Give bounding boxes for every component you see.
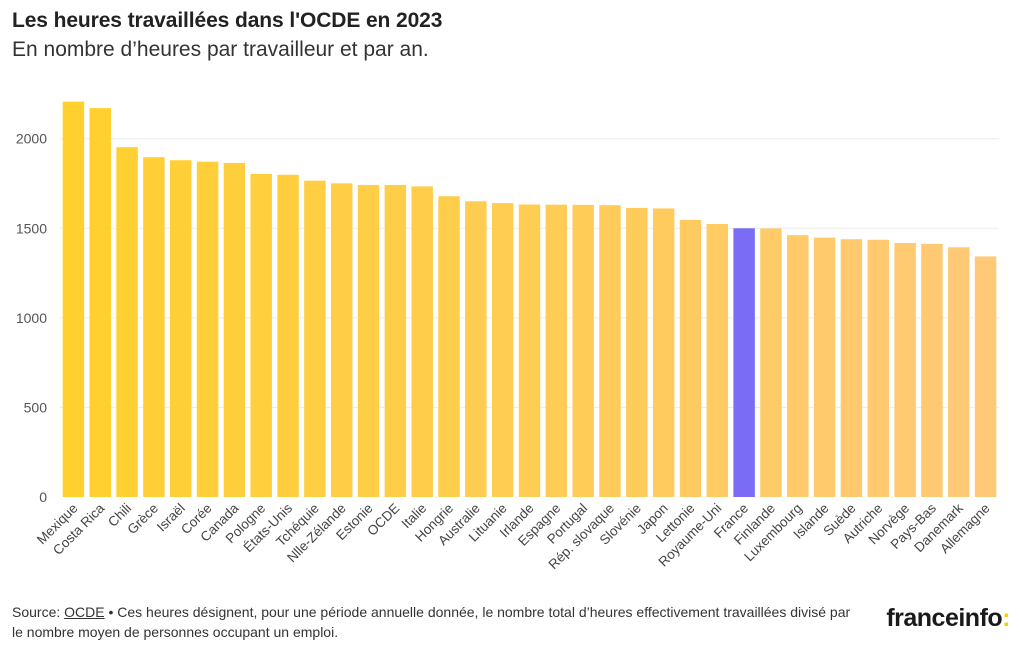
bar-italie — [411, 186, 433, 498]
x-label-grece: Grèce — [124, 501, 161, 538]
bar-hongrie — [438, 196, 460, 498]
bar-coree — [196, 161, 219, 497]
bar-royaume-uni — [706, 224, 729, 497]
y-axis-ticks: 0 500 1000 1500 2000 — [16, 131, 47, 505]
bar-slovenie — [626, 207, 648, 497]
bar-estonie — [357, 184, 380, 498]
y-tick-label-1000: 1000 — [16, 310, 47, 326]
bar-lituanie — [491, 203, 514, 498]
bar-autriche — [867, 239, 890, 498]
source-link[interactable]: OCDE — [64, 604, 105, 620]
bar-luxembourg — [787, 235, 809, 497]
y-tick-label-2000: 2000 — [16, 131, 47, 147]
bar-pologne — [250, 174, 272, 497]
bar-finlande — [760, 228, 782, 498]
bar-norvege — [894, 242, 916, 497]
bar-islande — [813, 237, 836, 497]
bar-nlle-zelande — [330, 183, 353, 498]
bar-france — [733, 228, 755, 497]
bar-chili — [116, 147, 138, 497]
bar-ocde — [384, 184, 407, 498]
footer-note: Source: OCDE • Ces heures désignent, pou… — [12, 602, 862, 642]
bar-costa-rica — [89, 108, 111, 498]
y-tick-label-0: 0 — [39, 489, 47, 505]
source-description: • Ces heures désignent, pour une période… — [12, 604, 851, 640]
bar-pays-bas — [921, 243, 943, 497]
chart-subtitle: En nombre d’heures par travailleur et pa… — [12, 38, 429, 61]
bar-portugal — [572, 204, 594, 497]
bar-tchequie — [304, 180, 326, 498]
bar-israel — [169, 160, 192, 497]
bar-etats-unis — [277, 174, 299, 497]
bar-danemark — [948, 247, 970, 497]
chart-title: Les heures travaillées dans l'OCDE en 20… — [12, 9, 443, 32]
bars — [62, 101, 997, 498]
bar-canada — [223, 162, 246, 497]
bar-rep-slovaque — [599, 205, 621, 497]
bar-grece — [143, 157, 165, 497]
bar-suede — [840, 239, 863, 497]
bar-japon — [652, 208, 675, 497]
bar-allemagne — [974, 256, 997, 497]
logo-colon: : — [1002, 604, 1010, 632]
franceinfo-logo[interactable]: franceinfo: — [886, 604, 1010, 633]
y-tick-label-1500: 1500 — [16, 220, 47, 236]
source-prefix: Source: — [12, 604, 65, 620]
bar-mexique — [62, 101, 85, 498]
bar-lettonie — [679, 219, 702, 497]
bar-australie — [465, 201, 487, 497]
bar-irlande — [518, 204, 541, 498]
bar-espagne — [545, 204, 568, 498]
logo-text: franceinfo — [886, 604, 1003, 632]
y-tick-label-500: 500 — [24, 399, 48, 415]
